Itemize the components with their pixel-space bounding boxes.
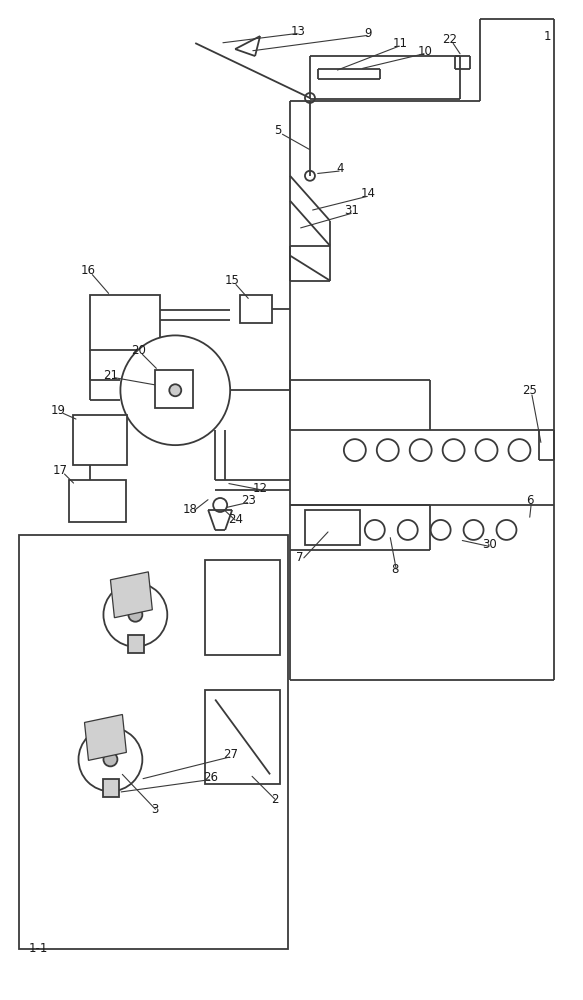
Bar <box>205 690 280 784</box>
Text: 5: 5 <box>275 124 282 137</box>
Text: 15: 15 <box>224 274 240 287</box>
Text: 27: 27 <box>223 748 238 761</box>
Text: 8: 8 <box>391 563 398 576</box>
Circle shape <box>377 439 399 461</box>
Circle shape <box>365 520 385 540</box>
Text: 4: 4 <box>336 162 343 175</box>
Polygon shape <box>85 714 127 760</box>
Circle shape <box>305 171 315 181</box>
Circle shape <box>508 439 531 461</box>
Circle shape <box>497 520 517 540</box>
Text: 18: 18 <box>183 503 198 516</box>
Circle shape <box>476 439 497 461</box>
Text: 17: 17 <box>53 464 68 477</box>
Bar <box>205 560 280 655</box>
Text: 3: 3 <box>152 803 159 816</box>
Text: 1-1: 1-1 <box>29 942 48 955</box>
Bar <box>69 480 127 522</box>
Text: 23: 23 <box>241 493 255 506</box>
Circle shape <box>442 439 465 461</box>
Text: 21: 21 <box>103 369 118 382</box>
Bar <box>19 535 288 949</box>
Text: 16: 16 <box>81 264 96 277</box>
Text: 14: 14 <box>360 187 375 200</box>
Circle shape <box>398 520 417 540</box>
Text: 26: 26 <box>203 771 217 784</box>
Bar <box>90 295 160 350</box>
Bar <box>240 295 272 323</box>
Circle shape <box>463 520 483 540</box>
Text: 25: 25 <box>522 384 537 397</box>
Text: 19: 19 <box>51 404 66 417</box>
Circle shape <box>103 752 117 766</box>
Text: 6: 6 <box>526 493 533 506</box>
Circle shape <box>169 384 181 396</box>
Circle shape <box>103 583 167 647</box>
Text: 20: 20 <box>131 344 146 357</box>
Circle shape <box>431 520 451 540</box>
Bar <box>305 510 360 545</box>
Text: 1: 1 <box>543 30 551 43</box>
Circle shape <box>213 498 227 512</box>
Bar <box>128 635 145 653</box>
Circle shape <box>121 335 230 445</box>
Bar <box>155 370 193 408</box>
Text: 12: 12 <box>252 482 268 495</box>
Polygon shape <box>110 572 152 618</box>
Text: 30: 30 <box>482 538 497 551</box>
Text: 24: 24 <box>227 513 243 526</box>
Text: 22: 22 <box>442 33 457 46</box>
Bar <box>72 415 128 465</box>
Text: 9: 9 <box>364 27 371 40</box>
Text: 11: 11 <box>392 37 408 50</box>
Circle shape <box>79 727 142 791</box>
Circle shape <box>128 608 142 622</box>
Circle shape <box>344 439 366 461</box>
Text: 31: 31 <box>345 204 359 217</box>
Text: 7: 7 <box>296 551 304 564</box>
Circle shape <box>410 439 431 461</box>
Circle shape <box>305 93 315 103</box>
Bar <box>103 779 120 797</box>
Text: 10: 10 <box>417 45 432 58</box>
Text: 2: 2 <box>271 793 279 806</box>
Text: 13: 13 <box>290 25 305 38</box>
